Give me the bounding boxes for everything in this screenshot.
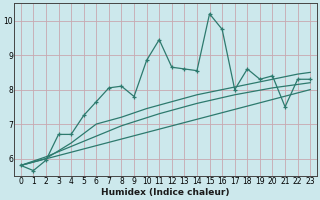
X-axis label: Humidex (Indice chaleur): Humidex (Indice chaleur) — [101, 188, 230, 197]
